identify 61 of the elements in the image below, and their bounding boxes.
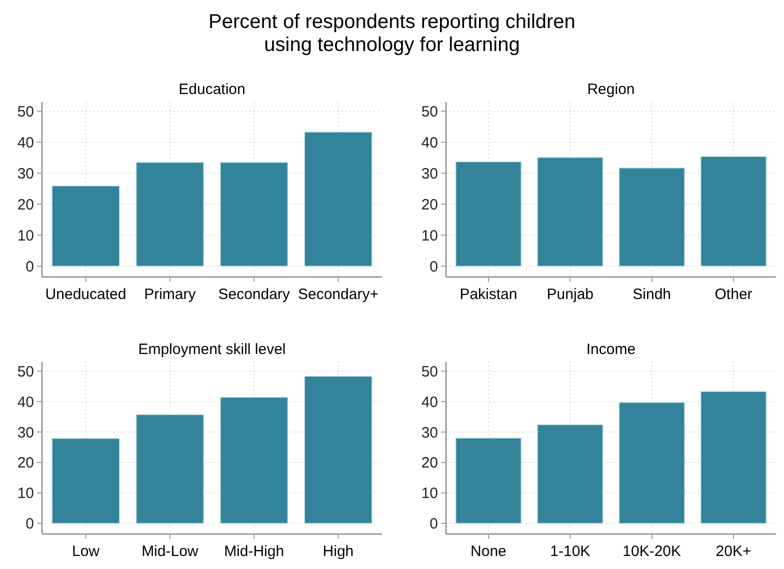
x-tick-label: Punjab <box>546 286 594 303</box>
bar <box>136 414 204 524</box>
x-tick-label: Mid-High <box>224 543 284 560</box>
y-tick-label: 50 <box>17 363 34 380</box>
y-tick-label: 50 <box>421 363 438 380</box>
text: Percent of respondents reporting children using technology for learning <box>208 11 576 56</box>
bar <box>220 396 288 524</box>
y-tick-label: 0 <box>430 258 438 276</box>
y-tick-label: 10 <box>17 227 34 244</box>
bar <box>304 132 372 267</box>
bar <box>304 376 372 524</box>
y-tick-label: 10 <box>17 485 34 502</box>
y-tick-label: 50 <box>421 104 438 121</box>
bar <box>52 186 120 267</box>
bar <box>537 157 604 267</box>
x-tick-label: Secondary <box>218 286 290 303</box>
y-tick-label: 0 <box>26 516 34 533</box>
x-tick-label: None <box>470 543 506 560</box>
bar <box>136 162 204 267</box>
y-tick-label: 20 <box>17 454 34 472</box>
x-tick-label: 1-10K <box>550 543 590 560</box>
bar <box>618 168 685 267</box>
bar <box>700 391 767 524</box>
y-tick-label: 40 <box>17 134 34 152</box>
x-tick-label: Uneducated <box>45 286 126 303</box>
y-tick-label: 40 <box>17 394 34 411</box>
y-tick-label: 40 <box>421 394 438 411</box>
bar <box>455 161 522 267</box>
chart-title: Region <box>587 81 635 98</box>
chart-title: Education <box>178 81 246 98</box>
y-tick-label: 0 <box>26 258 34 276</box>
x-tick-label: Low <box>72 543 100 560</box>
y-tick-label: 20 <box>17 196 34 214</box>
bar <box>455 438 522 524</box>
x-tick-label: 20K+ <box>716 543 752 560</box>
y-tick-label: 30 <box>17 424 34 442</box>
y-tick-label: 40 <box>421 134 438 152</box>
x-tick-label: Sindh <box>632 286 672 303</box>
x-tick-label: Mid-Low <box>142 543 198 560</box>
x-tick-label: Primary <box>144 286 196 303</box>
y-tick-label: 50 <box>17 104 34 121</box>
chart-title: Employment skill level <box>138 341 286 358</box>
y-tick-label: 0 <box>430 516 438 533</box>
y-tick-label: 10 <box>421 485 438 502</box>
x-tick-label: High <box>322 543 354 560</box>
bar <box>52 438 120 524</box>
y-tick-label: 10 <box>421 227 438 244</box>
x-tick-label: Secondary+ <box>298 286 379 303</box>
y-tick-label: 30 <box>17 165 34 182</box>
y-tick-label: 30 <box>421 424 438 442</box>
chart-title: Income <box>586 341 636 358</box>
y-tick-label: 20 <box>421 196 438 214</box>
bar <box>220 162 288 267</box>
y-tick-label: 20 <box>421 454 438 472</box>
x-tick-label: 10K-20K <box>622 543 682 560</box>
bar <box>537 424 604 524</box>
x-tick-label: Pakistan <box>460 286 518 303</box>
bar <box>618 402 685 524</box>
x-tick-label: Other <box>714 286 752 303</box>
y-tick-label: 30 <box>421 165 438 182</box>
bar <box>700 156 767 267</box>
